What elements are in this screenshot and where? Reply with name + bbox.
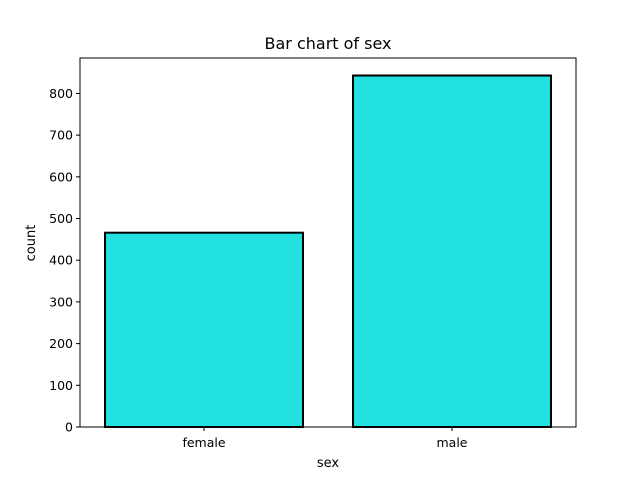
x-tick-label: female	[182, 435, 225, 450]
y-tick-label: 400	[49, 253, 73, 268]
y-tick-label: 300	[49, 294, 73, 309]
y-tick-label: 100	[49, 378, 73, 393]
y-tick-label: 600	[49, 169, 73, 184]
bar-female	[104, 231, 304, 428]
x-axis: female male	[182, 427, 468, 450]
y-tick-label: 0	[65, 420, 73, 435]
y-axis-label: count	[24, 225, 39, 262]
x-tick-label: male	[437, 435, 468, 450]
y-tick-label: 500	[49, 211, 73, 226]
y-axis: 0 100 200 300 400 500 600 700 800	[49, 86, 80, 435]
plot-frame	[79, 57, 577, 428]
y-tick-label: 700	[49, 128, 73, 143]
y-tick-label: 800	[49, 86, 73, 101]
y-tick-label: 200	[49, 336, 73, 351]
x-axis-label: sex	[317, 456, 340, 471]
chart-title: Bar chart of sex	[265, 34, 392, 53]
bar-male	[352, 74, 552, 428]
bars	[104, 74, 552, 428]
